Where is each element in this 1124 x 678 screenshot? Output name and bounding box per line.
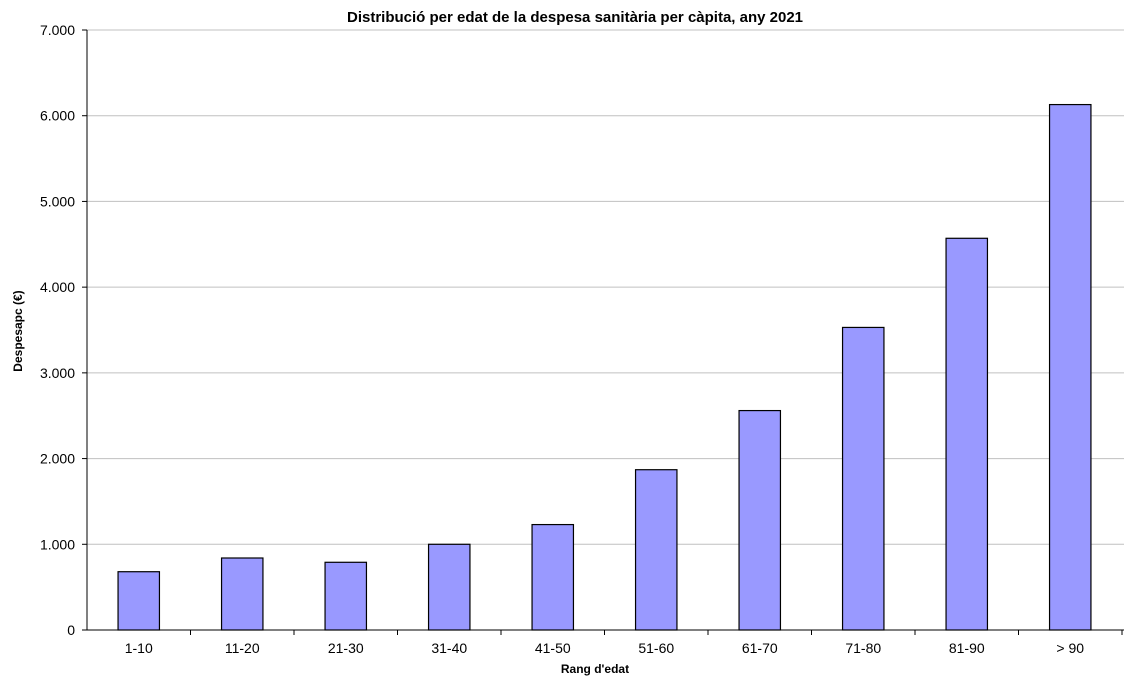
y-axis-label: Despesapc (€) xyxy=(11,290,25,371)
y-tick-labels: 0 1.000 2.000 3.000 4.000 5.000 6.000 7.000 xyxy=(40,22,75,638)
x-axis-label: Rang d'edat xyxy=(561,662,629,676)
bar xyxy=(945,237,989,631)
bar xyxy=(531,523,575,631)
y-tick-label: 2.000 xyxy=(40,451,75,467)
y-tick-label: 5.000 xyxy=(40,193,75,209)
y-tick-label: 4.000 xyxy=(40,279,75,295)
bar xyxy=(117,571,161,631)
bar xyxy=(220,557,264,631)
y-tick-label: 1.000 xyxy=(40,536,75,552)
y-tick-label: 0 xyxy=(67,622,75,638)
x-tick-label: 61-70 xyxy=(742,640,778,656)
bar xyxy=(841,326,885,631)
x-tick-label: 71-80 xyxy=(845,640,881,656)
y-tick-label: 7.000 xyxy=(40,22,75,38)
x-tick-label: 21-30 xyxy=(328,640,364,656)
gridlines xyxy=(87,29,1124,545)
y-tick-label: 6.000 xyxy=(40,108,75,124)
x-tick-label: 41-50 xyxy=(535,640,571,656)
x-tick-label: 31-40 xyxy=(431,640,467,656)
x-tick-labels: 1-10 11-20 21-30 31-40 41-50 51-60 61-70 71-80 8… xyxy=(125,640,1085,656)
bar xyxy=(1048,103,1092,631)
axes xyxy=(82,29,1124,635)
bar xyxy=(324,561,368,631)
x-tick-label: 51-60 xyxy=(638,640,674,656)
x-tick-label: 1-10 xyxy=(125,640,153,656)
x-tick-label: 81-90 xyxy=(949,640,985,656)
bars xyxy=(117,103,1092,631)
bar xyxy=(634,469,678,631)
x-tick-label: > 90 xyxy=(1056,640,1084,656)
y-tick-label: 3.000 xyxy=(40,365,75,381)
x-tick-label: 11-20 xyxy=(225,640,260,656)
chart-title: Distribució per edat de la despesa sanit… xyxy=(347,9,803,26)
bar xyxy=(738,409,782,631)
bar xyxy=(427,543,471,631)
